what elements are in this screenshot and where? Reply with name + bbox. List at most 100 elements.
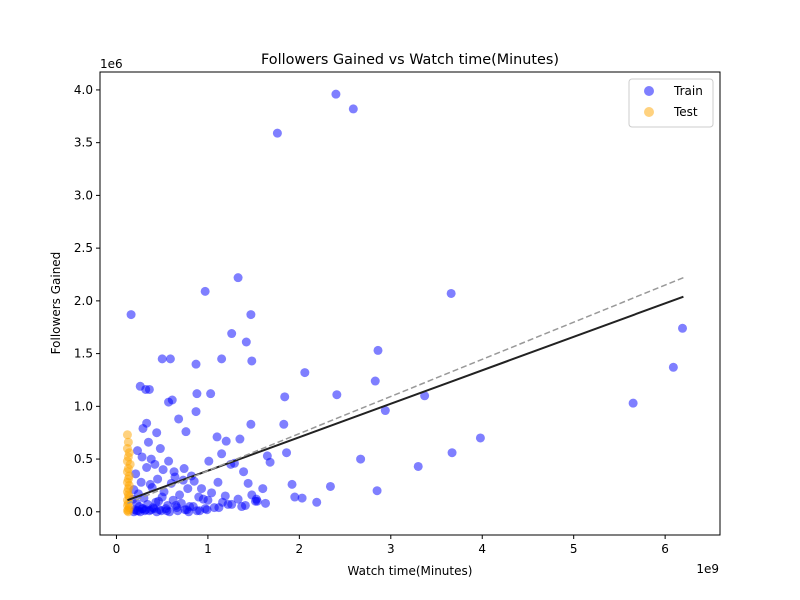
data-point-train [189, 476, 199, 486]
data-point-train [372, 486, 382, 496]
data-point-train [280, 392, 290, 402]
data-point-train [243, 478, 253, 488]
data-point-train [279, 419, 289, 429]
legend-label-test: Test [673, 105, 698, 119]
data-point-train [413, 461, 423, 471]
data-point-train [143, 437, 153, 447]
data-point-train [204, 456, 214, 466]
data-point-train [668, 362, 678, 372]
data-point-train [184, 507, 194, 517]
data-point-train [217, 354, 227, 364]
y-tick-label: 3.0 [74, 188, 93, 202]
data-point-train [213, 477, 223, 487]
data-point-train [246, 419, 256, 429]
plot-area [122, 89, 688, 517]
data-point-train [290, 492, 300, 502]
data-point-train [246, 310, 256, 320]
data-point-train [207, 488, 217, 498]
x-tick-label: 1 [204, 542, 212, 556]
data-point-train [156, 506, 166, 516]
x-tick-label: 6 [661, 542, 669, 556]
data-point-train [300, 368, 310, 378]
data-point-train [153, 474, 163, 484]
data-point-train [332, 390, 342, 400]
data-point-train [212, 432, 222, 442]
data-point-train [239, 467, 249, 477]
x-tick-label: 5 [570, 542, 578, 556]
data-point-train [373, 345, 383, 355]
data-point-train [164, 507, 174, 517]
data-point-train [214, 503, 224, 513]
data-point-train [191, 407, 201, 417]
data-point-train [312, 497, 322, 507]
y-tick-label: 3.5 [74, 136, 93, 150]
data-point-train [152, 428, 162, 438]
data-point-train [628, 398, 638, 408]
legend-marker-train [644, 86, 654, 96]
y-tick-label: 0.5 [74, 452, 93, 466]
data-point-train [446, 288, 456, 298]
legend-marker-test [644, 107, 654, 117]
data-point-train [126, 310, 136, 320]
y-tick-label: 2.0 [74, 294, 93, 308]
data-point-train [158, 465, 168, 475]
data-point-train [157, 354, 167, 364]
fit-line-dashed [127, 276, 684, 505]
data-point-train [233, 494, 243, 504]
data-point-train [297, 493, 307, 503]
y-tick-label: 2.5 [74, 241, 93, 255]
data-point-train [164, 456, 174, 466]
y-axis-label: Followers Gained [49, 252, 63, 355]
data-point-train [192, 389, 202, 399]
legend-label-train: Train [673, 84, 703, 98]
data-point-train [678, 323, 688, 333]
series-test [122, 430, 135, 517]
data-point-train [200, 286, 210, 296]
data-point-train [155, 444, 165, 454]
y-tick-label: 1.5 [74, 347, 93, 361]
data-point-train [380, 406, 390, 416]
data-point-train [237, 502, 247, 512]
data-point-train [261, 498, 271, 508]
data-point-train [136, 477, 146, 487]
data-point-test [122, 430, 132, 440]
y-tick-label: 4.0 [74, 83, 93, 97]
data-point-train [272, 128, 282, 138]
data-point-test [123, 507, 133, 517]
data-point-train [325, 481, 335, 491]
y-offset-label: 1e6 [100, 57, 123, 71]
data-point-train [179, 464, 189, 474]
x-tick-label: 2 [296, 542, 304, 556]
data-point-train [144, 384, 154, 394]
data-point-train [202, 505, 212, 515]
data-point-train [348, 104, 358, 114]
data-point-train [475, 433, 485, 443]
data-point-train [258, 484, 268, 494]
x-tick-label: 4 [478, 542, 486, 556]
data-point-train [250, 496, 260, 506]
data-point-train [221, 436, 231, 446]
data-point-train [217, 449, 227, 459]
data-point-train [164, 397, 174, 407]
data-point-train [223, 499, 233, 509]
data-point-train [183, 484, 193, 494]
data-point-train [137, 452, 147, 462]
y-axis: 0.0 0.5 1.0 1.5 2.0 2.5 3.0 3.5 4.0 [74, 83, 100, 519]
x-axis: 0 1 2 3 4 5 6 [113, 535, 669, 556]
data-point-train [132, 446, 142, 456]
data-point-train [227, 329, 237, 339]
chart-title: Followers Gained vs Watch time(Minutes) [261, 52, 559, 68]
data-point-train [233, 273, 243, 283]
data-point-train [265, 457, 275, 467]
axes-frame [99, 71, 721, 536]
data-point-train [235, 434, 245, 444]
y-tick-label: 1.0 [74, 399, 93, 413]
data-point-train [247, 356, 257, 366]
data-point-train [195, 506, 205, 516]
data-point-train [173, 506, 183, 516]
data-point-train [174, 414, 184, 424]
data-point-train [150, 459, 160, 469]
data-point-train [175, 490, 185, 500]
x-axis-label: Watch time(Minutes) [348, 564, 473, 578]
